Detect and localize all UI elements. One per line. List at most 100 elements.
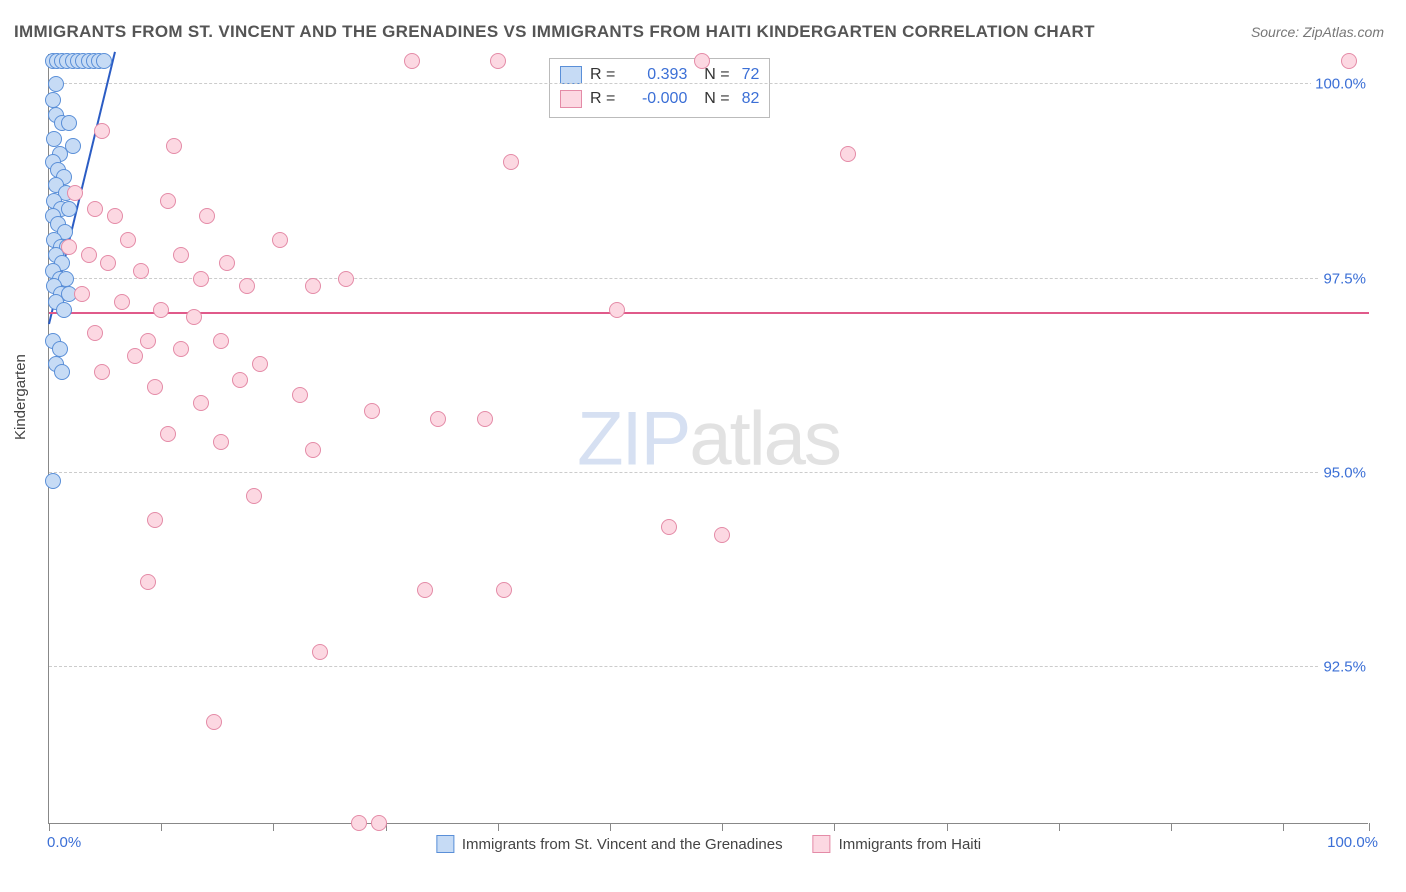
scatter-point-series-2 <box>305 278 321 294</box>
scatter-point-series-2 <box>364 403 380 419</box>
scatter-point-series-2 <box>252 356 268 372</box>
gridline-horizontal <box>49 666 1368 667</box>
scatter-point-series-2 <box>213 434 229 450</box>
scatter-point-series-1 <box>52 341 68 357</box>
scatter-point-series-2 <box>160 426 176 442</box>
scatter-point-series-2 <box>199 208 215 224</box>
scatter-point-series-2 <box>87 201 103 217</box>
scatter-point-series-1 <box>45 473 61 489</box>
n-label-2: N = <box>695 87 729 111</box>
scatter-point-series-1 <box>96 53 112 69</box>
scatter-point-series-2 <box>166 138 182 154</box>
scatter-point-series-2 <box>87 325 103 341</box>
x-tick <box>161 823 162 831</box>
scatter-point-series-1 <box>61 115 77 131</box>
watermark: ZIPatlas <box>577 395 840 482</box>
stats-legend-box: R = 0.393 N = 72 R = -0.000 N = 82 <box>549 58 770 118</box>
legend-label-2: Immigrants from Haiti <box>839 836 982 853</box>
scatter-point-series-2 <box>219 255 235 271</box>
scatter-point-series-2 <box>193 395 209 411</box>
y-tick-label: 100.0% <box>1311 76 1370 93</box>
stats-swatch-1 <box>560 66 582 84</box>
scatter-point-series-2 <box>173 247 189 263</box>
x-tick <box>1059 823 1060 831</box>
scatter-point-series-2 <box>94 123 110 139</box>
y-tick-label: 92.5% <box>1319 659 1370 676</box>
legend-item-2: Immigrants from Haiti <box>813 835 982 853</box>
scatter-point-series-2 <box>94 364 110 380</box>
scatter-point-series-2 <box>430 411 446 427</box>
x-tick <box>273 823 274 831</box>
scatter-point-series-2 <box>490 53 506 69</box>
scatter-point-series-2 <box>714 527 730 543</box>
scatter-point-series-2 <box>338 271 354 287</box>
scatter-point-series-2 <box>127 348 143 364</box>
x-tick <box>610 823 611 831</box>
scatter-point-series-2 <box>305 442 321 458</box>
scatter-point-series-2 <box>133 263 149 279</box>
scatter-point-series-2 <box>81 247 97 263</box>
n-value-2: 82 <box>742 87 760 111</box>
scatter-point-series-2 <box>160 193 176 209</box>
scatter-point-series-2 <box>232 372 248 388</box>
gridline-horizontal <box>49 472 1368 473</box>
scatter-point-series-1 <box>45 92 61 108</box>
x-tick <box>834 823 835 831</box>
trend-line-series-2 <box>49 312 1369 314</box>
gridline-horizontal <box>49 83 1368 84</box>
x-axis-max-label: 100.0% <box>1327 834 1378 851</box>
watermark-bold: ZIP <box>577 396 689 481</box>
x-tick <box>722 823 723 831</box>
x-axis-min-label: 0.0% <box>47 834 81 851</box>
scatter-point-series-2 <box>114 294 130 310</box>
scatter-point-series-2 <box>140 574 156 590</box>
scatter-point-series-1 <box>54 364 70 380</box>
scatter-point-series-2 <box>312 644 328 660</box>
scatter-point-series-2 <box>1341 53 1357 69</box>
scatter-point-series-2 <box>417 582 433 598</box>
scatter-point-series-2 <box>147 379 163 395</box>
scatter-point-series-2 <box>404 53 420 69</box>
scatter-point-series-1 <box>56 302 72 318</box>
scatter-point-series-1 <box>46 131 62 147</box>
r-label-2: R = <box>590 87 615 111</box>
stats-swatch-2 <box>560 90 582 108</box>
scatter-point-series-2 <box>477 411 493 427</box>
scatter-point-series-2 <box>213 333 229 349</box>
legend-swatch-1 <box>436 835 454 853</box>
scatter-point-series-2 <box>107 208 123 224</box>
y-axis-label: Kindergarten <box>12 354 29 440</box>
bottom-legend: Immigrants from St. Vincent and the Gren… <box>436 835 981 853</box>
r-value-2: -0.000 <box>627 87 687 111</box>
scatter-point-series-1 <box>61 201 77 217</box>
x-tick <box>498 823 499 831</box>
y-tick-label: 97.5% <box>1319 270 1370 287</box>
source-attribution: Source: ZipAtlas.com <box>1251 24 1384 40</box>
scatter-point-series-2 <box>153 302 169 318</box>
scatter-point-series-2 <box>74 286 90 302</box>
scatter-point-series-1 <box>48 76 64 92</box>
plot-area: ZIPatlas R = 0.393 N = 72 R = -0.000 N =… <box>48 54 1368 824</box>
scatter-point-series-2 <box>371 815 387 831</box>
x-tick <box>1369 823 1370 831</box>
scatter-point-series-2 <box>173 341 189 357</box>
x-tick <box>1283 823 1284 831</box>
scatter-point-series-2 <box>609 302 625 318</box>
legend-item-1: Immigrants from St. Vincent and the Gren… <box>436 835 783 853</box>
scatter-point-series-2 <box>496 582 512 598</box>
x-tick <box>1171 823 1172 831</box>
watermark-thin: atlas <box>689 396 840 481</box>
scatter-point-series-2 <box>503 154 519 170</box>
scatter-point-series-2 <box>840 146 856 162</box>
scatter-point-series-2 <box>694 53 710 69</box>
scatter-point-series-2 <box>100 255 116 271</box>
scatter-point-series-2 <box>67 185 83 201</box>
stats-row-series-2: R = -0.000 N = 82 <box>560 87 759 111</box>
legend-label-1: Immigrants from St. Vincent and the Gren… <box>462 836 783 853</box>
scatter-point-series-2 <box>239 278 255 294</box>
scatter-point-series-2 <box>193 271 209 287</box>
scatter-point-series-2 <box>206 714 222 730</box>
scatter-point-series-2 <box>186 309 202 325</box>
scatter-point-series-2 <box>147 512 163 528</box>
scatter-point-series-2 <box>661 519 677 535</box>
